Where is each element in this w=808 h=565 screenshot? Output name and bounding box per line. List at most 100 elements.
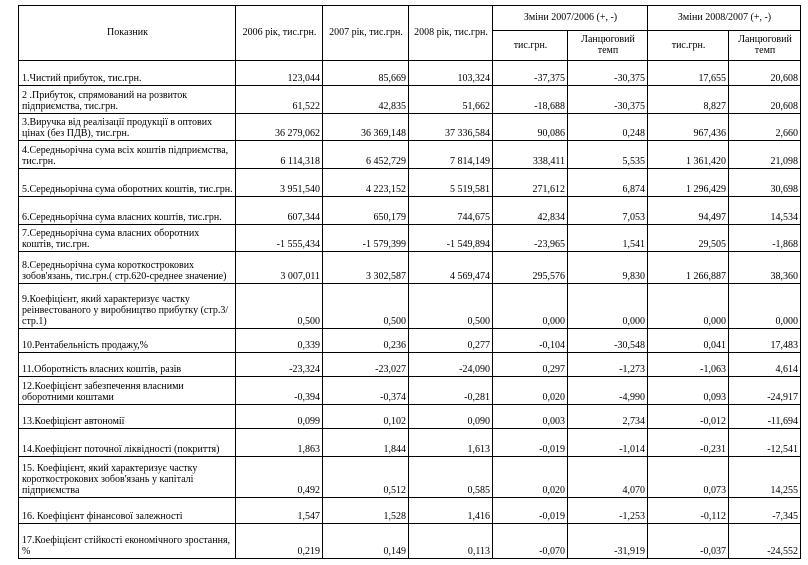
cell-value: 1,416: [408, 497, 493, 524]
cell-value: 14,534: [728, 196, 802, 225]
cell-value: 0,149: [322, 523, 409, 559]
cell-value: 4 223,152: [322, 168, 409, 197]
cell-value: -1,063: [647, 352, 730, 377]
cell-value: 7 814,149: [408, 140, 493, 169]
cell-value: 36 369,148: [322, 113, 409, 141]
row-label: 17.Коефіцієнт стійкості економічного зро…: [18, 523, 236, 559]
cell-value: -24,552: [728, 523, 802, 559]
cell-value: -0,012: [647, 404, 730, 429]
cell-value: -0,374: [322, 376, 409, 405]
row-label: 1.Чистий прибуток, тис.грн.: [18, 60, 236, 86]
cell-value: 21,098: [728, 140, 802, 169]
cell-value: -18,688: [492, 85, 568, 114]
cell-value: 0,000: [647, 283, 730, 329]
cell-value: 1,547: [235, 497, 323, 524]
table-row: 9.Коефіцієнт, який характеризує частку р…: [18, 283, 802, 329]
row-label: 8.Середньорічна сума короткострокових зо…: [18, 251, 236, 284]
cell-value: 1,863: [235, 428, 323, 457]
cell-value: -24,917: [728, 376, 802, 405]
table-row: 4.Середньорічна сума всіх коштів підприє…: [18, 140, 802, 169]
cell-value: 123,044: [235, 60, 323, 86]
cell-value: -0,281: [408, 376, 493, 405]
header-indicator: Показник: [18, 5, 236, 61]
table-row: 12.Коефіцієнт забезпечення власними обор…: [18, 376, 802, 405]
cell-value: 6 452,729: [322, 140, 409, 169]
cell-value: 4,070: [566, 456, 649, 498]
cell-value: 0,093: [647, 376, 730, 405]
row-label: 3.Виручка від реалізації продукції в опт…: [18, 113, 236, 141]
row-label: 6.Середньорічна сума власних коштів, тис…: [18, 196, 236, 225]
row-label: 9.Коефіцієнт, який характеризує частку р…: [18, 283, 236, 329]
table-row: 5.Середньорічна сума оборотних коштів, т…: [18, 168, 802, 197]
cell-value: 1 266,887: [647, 251, 730, 284]
cell-value: -37,375: [492, 60, 568, 86]
cell-value: 37 336,584: [408, 113, 493, 141]
cell-value: 0,099: [235, 404, 323, 429]
cell-value: 42,835: [322, 85, 409, 114]
header-change: Зміни 2007/2006 (+, -): [491, 5, 649, 31]
header-year: 2008 рік, тис.грн.: [408, 5, 493, 61]
cell-value: 0,585: [408, 456, 493, 498]
cell-value: 90,086: [492, 113, 568, 141]
table-row: 6.Середньорічна сума власних коштів, тис…: [18, 196, 802, 225]
cell-value: 0,492: [235, 456, 323, 498]
cell-value: 51,662: [408, 85, 493, 114]
cell-value: 7,053: [566, 196, 649, 225]
cell-value: 0,003: [492, 404, 568, 429]
cell-value: 0,000: [566, 283, 649, 329]
cell-value: -31,919: [566, 523, 649, 559]
cell-value: 9,830: [566, 251, 649, 284]
cell-value: 338,411: [492, 140, 568, 169]
cell-value: 0,500: [408, 283, 493, 329]
cell-value: -1,273: [566, 352, 649, 377]
header-year: 2007 рік, тис.грн.: [322, 5, 409, 61]
table-row: 3.Виручка від реалізації продукції в опт…: [18, 113, 802, 141]
cell-value: 0,236: [322, 328, 409, 353]
header-change: Зміни 2008/2007 (+, -): [647, 5, 802, 31]
cell-value: 0,090: [408, 404, 493, 429]
cell-value: 36 279,062: [235, 113, 323, 141]
table-row: 2 .Прибуток, спрямований на розвиток під…: [18, 85, 802, 114]
cell-value: 8,827: [647, 85, 730, 114]
header-sub: тис.грн.: [647, 30, 730, 61]
table-row: 14.Коефіцієнт поточної ліквідності (покр…: [18, 428, 802, 457]
cell-value: -23,027: [322, 352, 409, 377]
cell-value: 0,500: [235, 283, 323, 329]
cell-value: 5,535: [566, 140, 649, 169]
row-label: 12.Коефіцієнт забезпечення власними обор…: [18, 376, 236, 405]
cell-value: -1 549,894: [408, 224, 493, 252]
row-label: 4.Середньорічна сума всіх коштів підприє…: [18, 140, 236, 169]
cell-value: 2,734: [566, 404, 649, 429]
cell-value: -30,375: [566, 60, 649, 86]
cell-value: -23,324: [235, 352, 323, 377]
cell-value: 6 114,318: [235, 140, 323, 169]
table-row: 7.Середньорічна сума власних оборотних к…: [18, 224, 802, 252]
cell-value: 4 569,474: [408, 251, 493, 284]
cell-value: -30,548: [566, 328, 649, 353]
cell-value: -0,231: [647, 428, 730, 457]
cell-value: 744,675: [408, 196, 493, 225]
row-label: 13.Коефіцієнт автономії: [18, 404, 236, 429]
cell-value: 30,698: [728, 168, 802, 197]
cell-value: 1,528: [322, 497, 409, 524]
cell-value: 5 519,581: [408, 168, 493, 197]
cell-value: 20,608: [728, 60, 802, 86]
cell-value: 103,324: [408, 60, 493, 86]
cell-value: 1,844: [322, 428, 409, 457]
cell-value: 295,576: [492, 251, 568, 284]
cell-value: -0,019: [492, 497, 568, 524]
cell-value: -11,694: [728, 404, 802, 429]
table-row: 16. Коефіцієнт фінансової залежності 1,54…: [18, 497, 802, 524]
cell-value: 29,505: [647, 224, 730, 252]
cell-value: 0,277: [408, 328, 493, 353]
cell-value: 38,360: [728, 251, 802, 284]
table-row: 13.Коефіцієнт автономії 0,099 0,102 0,090 0,…: [18, 404, 802, 429]
cell-value: 0,248: [566, 113, 649, 141]
cell-value: -1,253: [566, 497, 649, 524]
table-row: 15. Коефіцієнт, який характеризує частку…: [18, 456, 802, 498]
row-label: 7.Середньорічна сума власних оборотних к…: [18, 224, 236, 252]
cell-value: 20,608: [728, 85, 802, 114]
cell-value: -1 555,434: [235, 224, 323, 252]
cell-value: 42,834: [492, 196, 568, 225]
